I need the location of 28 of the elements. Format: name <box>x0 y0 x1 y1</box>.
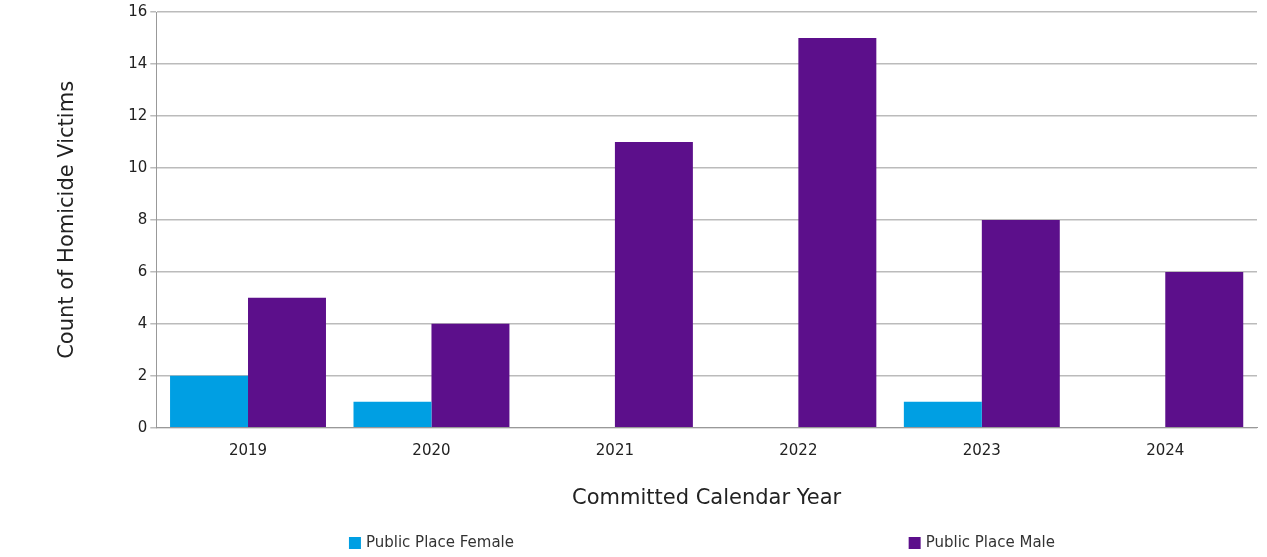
bar <box>614 141 693 428</box>
x-tick-label: 2022 <box>779 440 818 459</box>
x-axis-title: Committed Calendar Year <box>572 484 842 509</box>
bar <box>431 323 510 428</box>
bar <box>903 401 982 428</box>
y-tick-label: 10 <box>128 157 148 176</box>
bar <box>798 37 877 428</box>
bar <box>1165 271 1244 428</box>
y-tick-label: 4 <box>137 313 148 332</box>
y-tick-label: 0 <box>137 417 148 436</box>
bar <box>353 401 432 428</box>
y-tick-label: 8 <box>137 209 148 228</box>
y-tick-label: 16 <box>128 1 148 20</box>
y-tick-label: 12 <box>128 105 148 124</box>
y-tick-label: 14 <box>128 53 148 72</box>
legend-label: Public Place Male <box>925 532 1055 551</box>
y-tick-label: 2 <box>137 365 148 384</box>
bar <box>248 297 326 428</box>
bar <box>981 219 1060 428</box>
x-tick-label: 2023 <box>962 440 1001 459</box>
x-tick-label: 2019 <box>228 440 268 459</box>
y-axis-title: Count of Homicide Victims <box>54 80 79 359</box>
legend-label: Public Place Female <box>365 532 514 551</box>
y-tick-label: 6 <box>137 261 148 280</box>
x-tick-label: 2024 <box>1146 440 1185 459</box>
x-tick-label: 2020 <box>412 440 451 459</box>
bar <box>170 375 249 428</box>
x-tick-label: 2021 <box>595 440 635 459</box>
